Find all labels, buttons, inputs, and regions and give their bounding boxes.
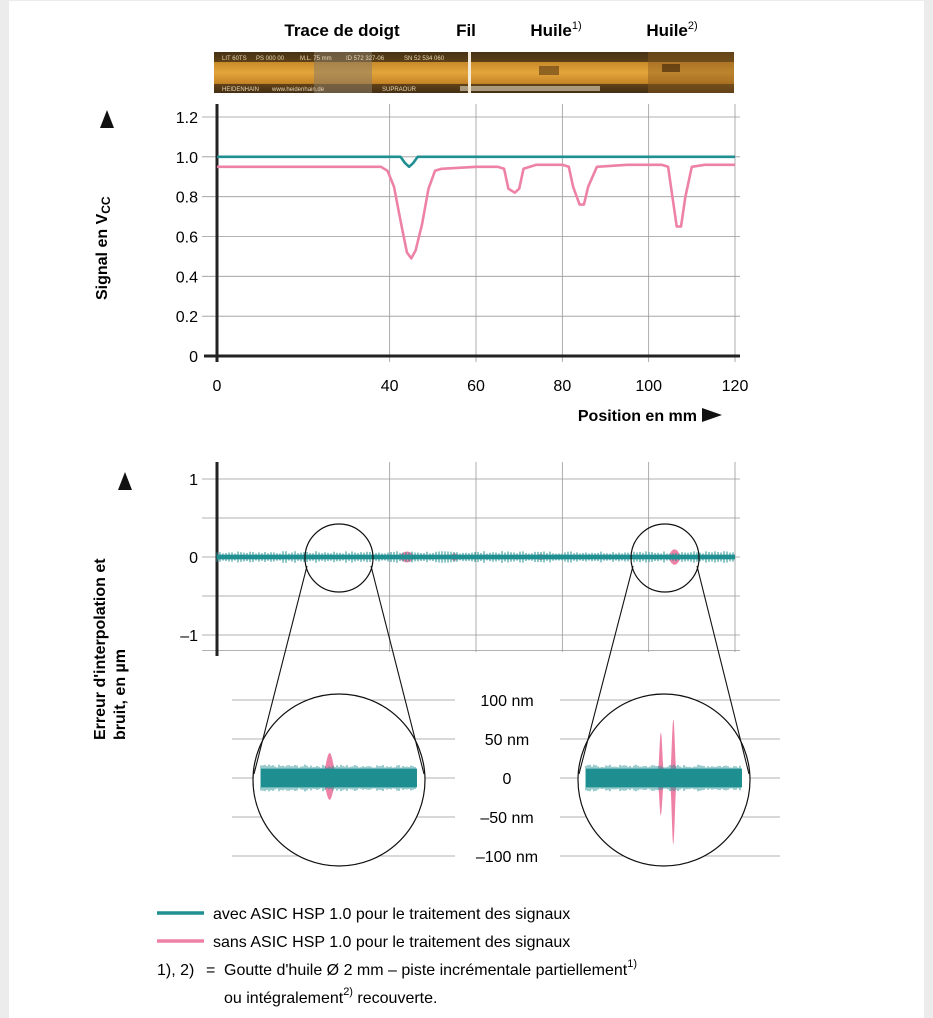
error-tick-labels: 1 0 –1 xyxy=(180,472,198,645)
legend-label-with: avec ASIC HSP 1.0 pour le traitement des… xyxy=(213,906,570,923)
signal-grid xyxy=(202,104,740,362)
signal-tick-labels: 0 0.2 0.4 0.6 0.8 1.0 1.2 0 40 60 80 100 120 xyxy=(176,110,749,395)
chart-error: 1 0 –1 Erreur d'interpolation et bruit, en… xyxy=(92,462,740,740)
signal-ytick-0: 0 xyxy=(189,349,198,366)
signal-axes xyxy=(204,104,740,362)
zoom-section: 100 nm 50 nm 0 –50 nm –100 nm xyxy=(232,565,780,867)
strip-text-5: HEIDENHAIN xyxy=(222,87,259,93)
signal-y-label: Signal en VCC xyxy=(94,196,113,300)
error-ytick-1: 0 xyxy=(189,550,198,567)
legend-label-without: sans ASIC HSP 1.0 pour le traitement des… xyxy=(213,934,570,951)
signal-ytick-3: 0.6 xyxy=(176,230,198,247)
signal-line-with-asic xyxy=(217,155,735,169)
zoom-connectors xyxy=(253,565,750,775)
zoom-left xyxy=(252,693,426,867)
strip-text-4: SN 52 534 060 xyxy=(404,56,445,62)
zoom-connector-right-outer xyxy=(696,565,750,775)
signal-x-label: Position en mm xyxy=(578,408,697,425)
error-zoom-circle-left xyxy=(304,523,374,593)
signal-xtick-4: 100 xyxy=(635,378,662,395)
footnote-eq: = xyxy=(206,962,215,979)
zoom-right xyxy=(577,693,751,867)
label-oil-1: Huile1) xyxy=(530,20,581,40)
zoom-ytick-3: –50 nm xyxy=(480,810,533,827)
figure-panel xyxy=(9,1,924,1018)
strip-text-1: PS 000 00 xyxy=(256,56,285,62)
error-ytick-0: 1 xyxy=(189,472,198,489)
signal-x-arrow xyxy=(702,408,722,422)
error-noise-spikes xyxy=(216,551,734,563)
zoom-ytick-4: –100 nm xyxy=(476,849,538,866)
signal-ytick-2: 0.4 xyxy=(176,269,198,286)
error-series xyxy=(216,523,735,593)
strip-text-6: www.heidenhain.de xyxy=(271,87,325,93)
signal-y-arrow xyxy=(100,110,114,128)
error-y-label-line1: Erreur d'interpolation et xyxy=(92,558,109,740)
signal-xtick-0: 0 xyxy=(213,378,222,395)
error-ytick-2: –1 xyxy=(180,628,198,645)
footnote-line2: ou intégralement2) recouverte. xyxy=(224,986,437,1007)
label-wire: Fil xyxy=(456,21,476,40)
error-y-arrow xyxy=(118,472,132,490)
label-fingerprint: Trace de doigt xyxy=(284,21,400,40)
error-zoom-circle-right xyxy=(630,523,700,593)
scale-strip: LIT 60TS PS 000 00 M.L. 75 mm ID 572 327… xyxy=(214,52,734,93)
chart-signal: 0 0.2 0.4 0.6 0.8 1.0 1.2 0 40 60 80 100 120 Signal … xyxy=(94,104,748,425)
strip-text-0: LIT 60TS xyxy=(222,56,247,62)
zoom-right-noise-spikes xyxy=(585,764,741,792)
signal-xtick-5: 120 xyxy=(722,378,749,395)
footnote: 1), 2) = Goutte d'huile Ø 2 mm – piste i… xyxy=(157,958,637,1007)
error-y-label-line2: bruit, en µm xyxy=(112,649,129,740)
zoom-connector-left-outer xyxy=(253,565,308,775)
signal-ytick-4: 0.8 xyxy=(176,190,198,207)
strip-text-3: ID 572 327-06 xyxy=(346,56,385,62)
signal-xtick-3: 80 xyxy=(553,378,571,395)
strip-text-2: M.L. 75 mm xyxy=(300,56,332,62)
signal-ytick-6: 1.2 xyxy=(176,110,198,127)
footnote-line1: Goutte d'huile Ø 2 mm – piste incrémenta… xyxy=(224,958,637,979)
signal-ytick-5: 1.0 xyxy=(176,150,198,167)
error-noise-band xyxy=(217,554,735,560)
zoom-ytick-0: 100 nm xyxy=(480,693,533,710)
zoom-connector-left-inner xyxy=(370,565,425,775)
strip-text-7: SUPRAOUR xyxy=(382,87,417,93)
legend: avec ASIC HSP 1.0 pour le traitement des… xyxy=(157,906,570,951)
label-oil-2: Huile2) xyxy=(646,20,697,40)
signal-series xyxy=(217,155,735,260)
signal-ytick-1: 0.2 xyxy=(176,309,198,326)
signal-xtick-1: 40 xyxy=(381,378,399,395)
zoom-connector-right-inner xyxy=(578,565,634,775)
zoom-ytick-1: 50 nm xyxy=(485,732,529,749)
signal-xtick-2: 60 xyxy=(467,378,485,395)
footnote-prefix: 1), 2) xyxy=(157,962,194,979)
strip-labels: Trace de doigt Fil Huile1) Huile2) xyxy=(284,20,697,40)
zoom-left-noise-spikes xyxy=(260,764,416,792)
signal-line-without-asic xyxy=(217,163,735,260)
zoom-tick-labels: 100 nm 50 nm 0 –50 nm –100 nm xyxy=(476,693,538,866)
zoom-ytick-2: 0 xyxy=(503,771,512,788)
